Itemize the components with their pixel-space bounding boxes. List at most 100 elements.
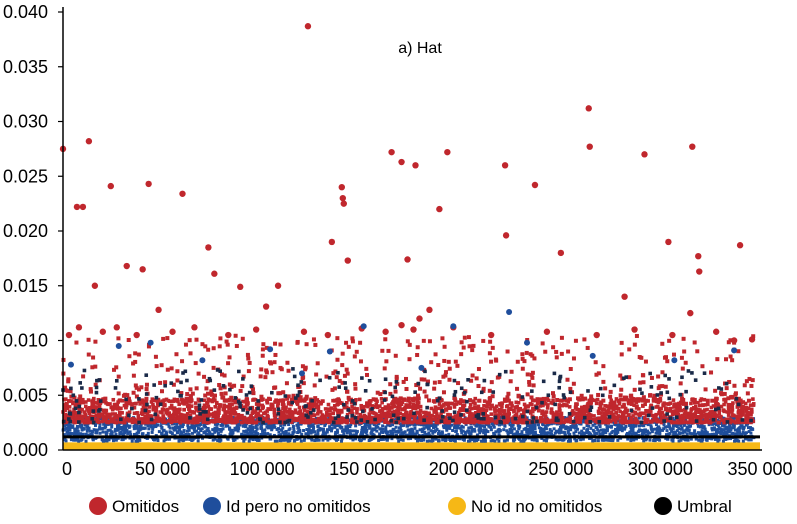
- cloud-point-omitidos: [178, 421, 182, 425]
- cloud-point-omitidos: [676, 411, 680, 415]
- cloud-point-omitidos: [449, 402, 453, 406]
- cloud-point-id: [381, 431, 384, 434]
- cloud-point-id: [632, 432, 635, 435]
- cloud-point-omitidos: [64, 397, 68, 401]
- cloud-point-id: [399, 438, 402, 441]
- cloud-point-id: [602, 428, 605, 431]
- band-layer: [63, 442, 760, 450]
- cloud-point-id: [430, 429, 433, 432]
- cloud-point-id: [491, 422, 494, 425]
- cloud-point-id: [99, 432, 102, 435]
- cloud-point-id: [136, 432, 139, 435]
- cloud-point-omitidos: [731, 401, 735, 405]
- cloud-point-id: [242, 440, 245, 443]
- cloud-point-omitidos: [377, 417, 381, 421]
- cloud-point-id: [68, 429, 71, 432]
- cloud-point-omitidos: [122, 421, 126, 425]
- cloud-point-id: [77, 440, 80, 443]
- cloud-point-omitidos: [276, 404, 280, 408]
- cloud-point-omitidos: [384, 412, 388, 416]
- cloud-point-id: [437, 432, 440, 435]
- cloud-point-omitidos: [226, 415, 230, 419]
- cloud-point-id: [283, 431, 286, 434]
- cloud-point-id: [529, 424, 532, 427]
- cloud-point-id: [333, 426, 336, 429]
- cloud-point-omitidos: [493, 410, 497, 414]
- cloud-point-id: [178, 440, 181, 443]
- cloud-point-omitidos: [550, 401, 554, 405]
- cloud-point-id: [650, 424, 653, 427]
- cloud-point-id: [428, 424, 431, 427]
- cloud-point-omitidos: [672, 405, 676, 409]
- cloud-point-omitidos: [483, 399, 487, 403]
- cloud-point-id: [529, 428, 532, 431]
- cloud-point-omitidos: [522, 409, 526, 413]
- cloud-point-id: [121, 432, 124, 435]
- cloud-point-omitidos: [630, 420, 634, 424]
- cloud-point-omitidos: [142, 419, 146, 423]
- cloud-point-id: [534, 424, 537, 427]
- cloud-point-id: [386, 439, 389, 442]
- cloud-point-omitidos: [267, 421, 271, 425]
- cloud-point-id: [371, 429, 374, 432]
- cloud-point-omitidos: [212, 414, 216, 418]
- cloud-point-id: [193, 430, 196, 433]
- cloud-point-omitidos: [257, 413, 261, 417]
- cloud-point-id: [737, 440, 740, 443]
- cloud-point-id: [256, 432, 259, 435]
- cloud-point-id: [467, 440, 470, 443]
- cloud-point-omitidos: [177, 417, 181, 421]
- cloud-point-id: [595, 426, 598, 429]
- cloud-point-omitidos: [384, 418, 388, 422]
- cloud-point-id: [602, 432, 605, 435]
- cloud-point-id: [85, 433, 88, 436]
- cloud-point-id: [591, 424, 594, 427]
- cloud-point-id: [82, 427, 85, 430]
- cloud-point-omitidos: [391, 404, 395, 408]
- cloud-point-omitidos: [281, 406, 285, 410]
- cloud-point-omitidos: [102, 409, 106, 413]
- cloud-point-omitidos: [350, 420, 354, 424]
- cloud-point-id: [268, 425, 271, 428]
- cloud-point-omitidos: [317, 418, 321, 422]
- cloud-point-id: [291, 432, 294, 435]
- cloud-point-omitidos: [422, 411, 426, 415]
- cloud-point-omitidos: [531, 410, 535, 414]
- cloud-point-omitidos: [250, 421, 254, 425]
- cloud-point-id: [582, 427, 585, 430]
- cloud-point-omitidos: [406, 421, 410, 425]
- cloud-point-omitidos: [485, 409, 489, 413]
- cloud-point-omitidos: [232, 419, 236, 423]
- cloud-point-omitidos: [634, 419, 638, 423]
- cloud-point-omitidos: [668, 401, 672, 405]
- cloud-point-omitidos: [132, 420, 136, 424]
- cloud-point-omitidos: [680, 409, 684, 413]
- cloud-point-id: [697, 431, 700, 434]
- cloud-point-id: [263, 432, 266, 435]
- cloud-point-id: [74, 439, 77, 442]
- cloud-point-omitidos: [207, 414, 211, 418]
- cloud-point-id: [578, 431, 581, 434]
- cloud-point-id: [242, 430, 245, 433]
- cloud-point-id: [606, 439, 609, 442]
- cloud-point-omitidos: [621, 405, 625, 409]
- cloud-point-omitidos: [365, 401, 369, 405]
- cloud-point-omitidos: [512, 410, 516, 414]
- cloud-point-omitidos: [540, 416, 544, 420]
- cloud-point-id: [689, 432, 692, 435]
- cloud-point-omitidos: [84, 405, 88, 409]
- cloud-point-omitidos: [309, 407, 313, 411]
- cloud-point-omitidos: [682, 421, 686, 425]
- cloud-point-omitidos: [643, 416, 647, 420]
- cloud-point-id: [490, 428, 493, 431]
- cloud-point-id: [542, 432, 545, 435]
- cloud-point-id: [336, 431, 339, 434]
- cloud-point-omitidos: [312, 418, 316, 422]
- cloud-point-omitidos: [472, 421, 476, 425]
- cloud-point-omitidos: [417, 401, 421, 405]
- cloud-point-omitidos: [435, 421, 439, 425]
- cloud-point-id: [749, 432, 752, 435]
- cloud-point-id: [646, 431, 649, 434]
- cloud-point-id: [330, 428, 333, 431]
